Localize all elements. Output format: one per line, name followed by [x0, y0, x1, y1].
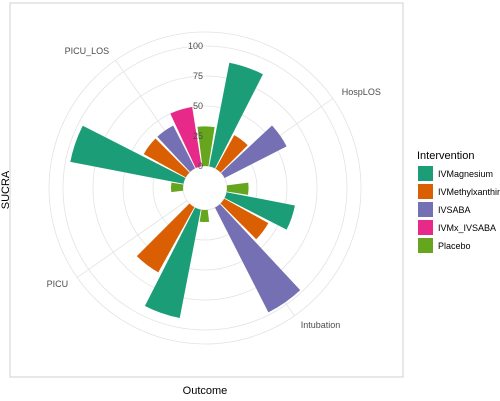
radial-tick-labels: 0 25 50 75 100	[188, 41, 203, 171]
x-axis-title: Outcome	[183, 385, 228, 397]
grid-circle	[122, 105, 288, 271]
bar-placebo-picu_los	[197, 126, 215, 167]
r-tick-label: 75	[193, 71, 203, 81]
bar-ivmethylxanthine-intubation	[220, 198, 269, 240]
bar-placebo-picu	[171, 182, 184, 193]
bar-ivmx_ivsaba-picu_los	[170, 107, 202, 169]
category-label-picu_los: PICU_LOS	[65, 46, 110, 56]
panel-border	[9, 2, 404, 378]
legend-key-ivsaba	[418, 202, 433, 217]
legend-key-ivmagnesium	[418, 166, 433, 181]
legend-key-ivmethylxanthine	[418, 184, 433, 199]
legend-key-placebo	[418, 238, 433, 253]
bar-ivmagnesium-picu_los	[70, 125, 186, 184]
legend-label-ivmx_ivsaba: IVMx_IVSABA	[438, 223, 496, 233]
grid-circle	[92, 75, 318, 301]
bar-ivmethylxanthine-picu	[136, 203, 195, 273]
legend-key-ivmx_ivsaba	[418, 220, 433, 235]
bar-ivmagnesium-intubation	[224, 192, 295, 230]
category-label-hosplos: HospLOS	[342, 87, 381, 97]
bar-ivsaba-picu_los	[157, 125, 196, 172]
bar-ivmethylxanthine-hosplos	[215, 135, 248, 173]
bar-ivsaba-hosplos	[221, 125, 287, 179]
legend-label-placebo: Placebo	[438, 241, 471, 251]
r-tick-label: 25	[193, 131, 203, 141]
legend-label-ivsaba: IVSABA	[438, 205, 471, 215]
y-axis-title: SUCRA	[0, 170, 12, 209]
bar-placebo-hosplos	[226, 182, 249, 195]
r-tick-label: 100	[188, 41, 203, 51]
grid-spoke	[76, 200, 188, 278]
bar-ivmagnesium-hosplos	[209, 62, 263, 169]
category-labels: HospLOS Intubation PICU PICU_LOS	[47, 46, 381, 330]
bars-layer	[70, 62, 301, 318]
category-label-picu: PICU	[47, 279, 69, 289]
r-tick-label: 0	[198, 161, 203, 171]
bar-ivmethylxanthine-picu_los	[143, 138, 190, 178]
legend-label-ivmagnesium: IVMagnesium	[438, 169, 493, 179]
grid-circle-outer	[48, 31, 362, 345]
bar-placebo-intubation	[199, 209, 210, 222]
r-tick-label: 50	[193, 101, 203, 111]
bar-ivmagnesium-picu	[144, 207, 201, 318]
legend: Intervention IVMagnesium IVMethylxanthine…	[417, 150, 500, 253]
bar-ivsaba-intubation	[214, 204, 301, 313]
legend-title: Intervention	[417, 150, 474, 162]
category-label-intubation: Intubation	[301, 320, 341, 330]
grid-circle	[62, 45, 348, 331]
legend-label-ivmethylxanthine: IVMethylxanthine	[438, 187, 500, 197]
